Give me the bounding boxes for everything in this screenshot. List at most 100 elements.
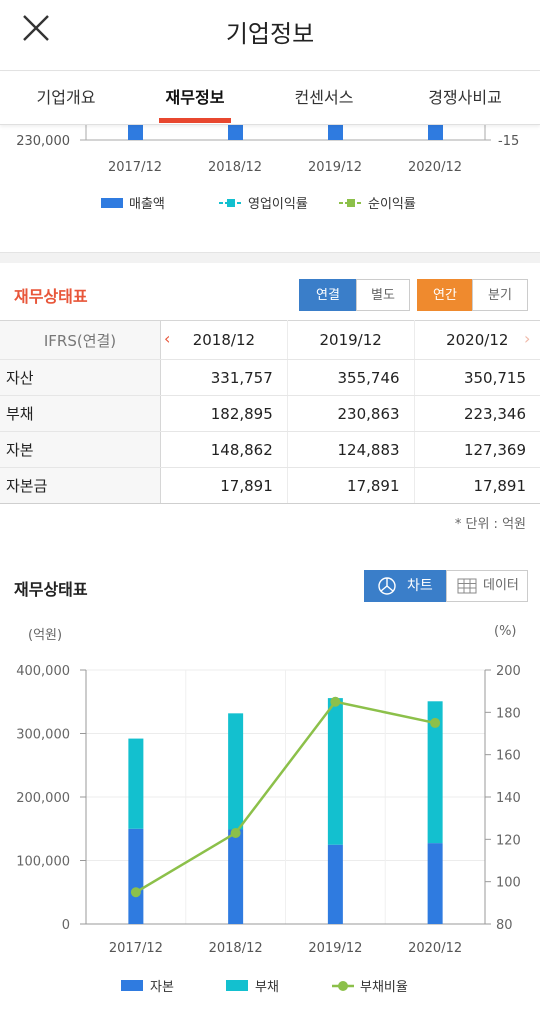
table-column-header: 2019/12 [287,320,415,360]
table-header-label: IFRS(연결) [0,320,161,360]
bar-부채 [427,701,443,844]
table-column-header: 2020/12 [414,320,540,360]
tab-company-overview[interactable]: 기업개요 [36,88,96,107]
legend-label: 부채 [255,980,279,995]
table-cell: 124,883 [287,431,415,468]
pie-chart-icon [378,577,396,595]
tab-competitor-compare[interactable]: 경쟁사비교 [428,88,502,107]
right-axis-tick-label: 200 [496,664,521,679]
table-cell: 17,891 [414,467,540,504]
legend-sales-swatch [101,198,123,208]
page-title: 기업정보 [225,20,315,48]
row-label: 부채 [0,395,161,432]
right-axis-tick-label: 180 [496,706,521,721]
legend-label: 부채비율 [360,980,408,995]
left-axis-tick-label: 0 [62,918,70,933]
balance-sheet-table: IFRS(연결) 2018/12 2019/12 2020/12 자산 331,… [0,320,540,504]
legend-sales-label: 매출액 [129,197,165,212]
tab-consensus[interactable]: 컨센서스 [294,88,354,107]
bar-자본 [128,828,144,924]
x-axis-tick-label: 2017/12 [109,941,163,956]
data-view-button[interactable]: 데이터 [446,570,528,602]
top-chart: 230,000 -15 2017/12 2018/12 2019/12 2020… [16,118,519,212]
consolidated-toggle[interactable]: 연결 [299,279,357,311]
table-cell: 148,862 [160,431,288,468]
next-period-arrow-icon[interactable]: › [524,329,531,348]
legend-label: 자본 [150,980,174,995]
bar-자본 [427,843,443,924]
legend-line-marker [338,981,348,991]
debt-ratio-point [330,696,341,707]
table-cell: 223,346 [414,395,540,432]
legend-swatch [226,980,248,991]
bar-부채 [327,698,343,845]
left-axis-tick-label: 200,000 [16,791,70,806]
left-axis-tick-label: 400,000 [16,664,70,679]
close-icon[interactable] [20,12,52,44]
table-cell: 17,891 [287,467,415,504]
x-axis-tick-label: 2018/12 [209,941,263,956]
debt-ratio-point [430,717,441,728]
bar-자본 [327,844,343,924]
right-axis-tick-label: 120 [496,833,521,848]
top-chart-x-label: 2018/12 [208,160,262,175]
tab-bar: 기업개요 재무정보 컨센서스 경쟁사비교 [0,72,540,125]
table-cell: 355,746 [287,359,415,396]
debt-ratio-line [135,700,436,894]
bar-자본 [228,829,244,924]
active-tab-indicator [159,118,231,123]
balance-sheet-title: 재무상태표 [14,287,88,306]
balance-sheet-chart: 0 100,000 200,000 300,000 400,000 80 100 120 140… [16,664,521,995]
top-chart-left-tick: 230,000 [16,134,70,149]
data-button-label: 데이터 [483,578,519,593]
x-axis-tick-label: 2019/12 [308,941,362,956]
right-axis-tick-label: 100 [496,876,521,891]
legend-op-margin-label: 영업이익률 [248,197,308,212]
table-cell: 230,863 [287,395,415,432]
top-chart-right-tick: -15 [498,134,519,149]
right-axis-unit: (%) [494,624,517,639]
row-label: 자본금 [0,467,161,504]
table-cell: 182,895 [160,395,288,432]
top-chart-x-label: 2017/12 [108,160,162,175]
bar-부채 [228,713,244,830]
right-axis-tick-label: 140 [496,791,521,806]
table-cell: 350,715 [414,359,540,396]
quarterly-toggle[interactable]: 분기 [472,279,528,311]
legend-net-margin-label: 순이익률 [368,197,416,212]
table-cell: 17,891 [160,467,288,504]
separate-toggle[interactable]: 별도 [356,279,410,311]
chart-view-button[interactable]: 차트 [364,570,446,602]
table-grid-icon [457,578,477,594]
table-column-header: 2018/12 [160,320,288,360]
x-axis-tick-label: 2020/12 [408,941,462,956]
debt-ratio-point [130,887,141,898]
left-axis-tick-label: 100,000 [16,855,70,870]
table-header-row: IFRS(연결) 2018/12 2019/12 2020/12 [0,320,540,360]
chart-button-label: 차트 [407,578,433,594]
table-row: 부채 182,895 230,863 223,346 [0,395,540,432]
tab-financial-info[interactable]: 재무정보 [165,88,225,107]
table-cell: 331,757 [160,359,288,396]
chart-section-title: 재무상태표 [14,580,88,599]
table-row: 자산 331,757 355,746 350,715 [0,359,540,396]
legend-swatch [121,980,143,991]
legend-net-margin-marker [347,199,355,207]
prev-period-arrow-icon[interactable]: ‹ [164,329,171,348]
debt-ratio-point [230,827,241,838]
unit-note: * 단위 : 억원 [454,517,526,532]
legend-op-margin-marker [227,199,235,207]
table-cell: 127,369 [414,431,540,468]
table-row: 자본 148,862 124,883 127,369 [0,431,540,468]
top-chart-x-label: 2019/12 [308,160,362,175]
right-axis-tick-label: 160 [496,749,521,764]
top-chart-x-label: 2020/12 [408,160,462,175]
right-axis-tick-label: 80 [496,918,513,933]
left-axis-tick-label: 300,000 [16,728,70,743]
left-axis-unit: (억원) [28,628,63,643]
table-row: 자본금 17,891 17,891 17,891 [0,467,540,504]
bar-부채 [128,738,144,829]
row-label: 자본 [0,431,161,468]
annual-toggle[interactable]: 연간 [417,279,473,311]
row-label: 자산 [0,359,161,396]
